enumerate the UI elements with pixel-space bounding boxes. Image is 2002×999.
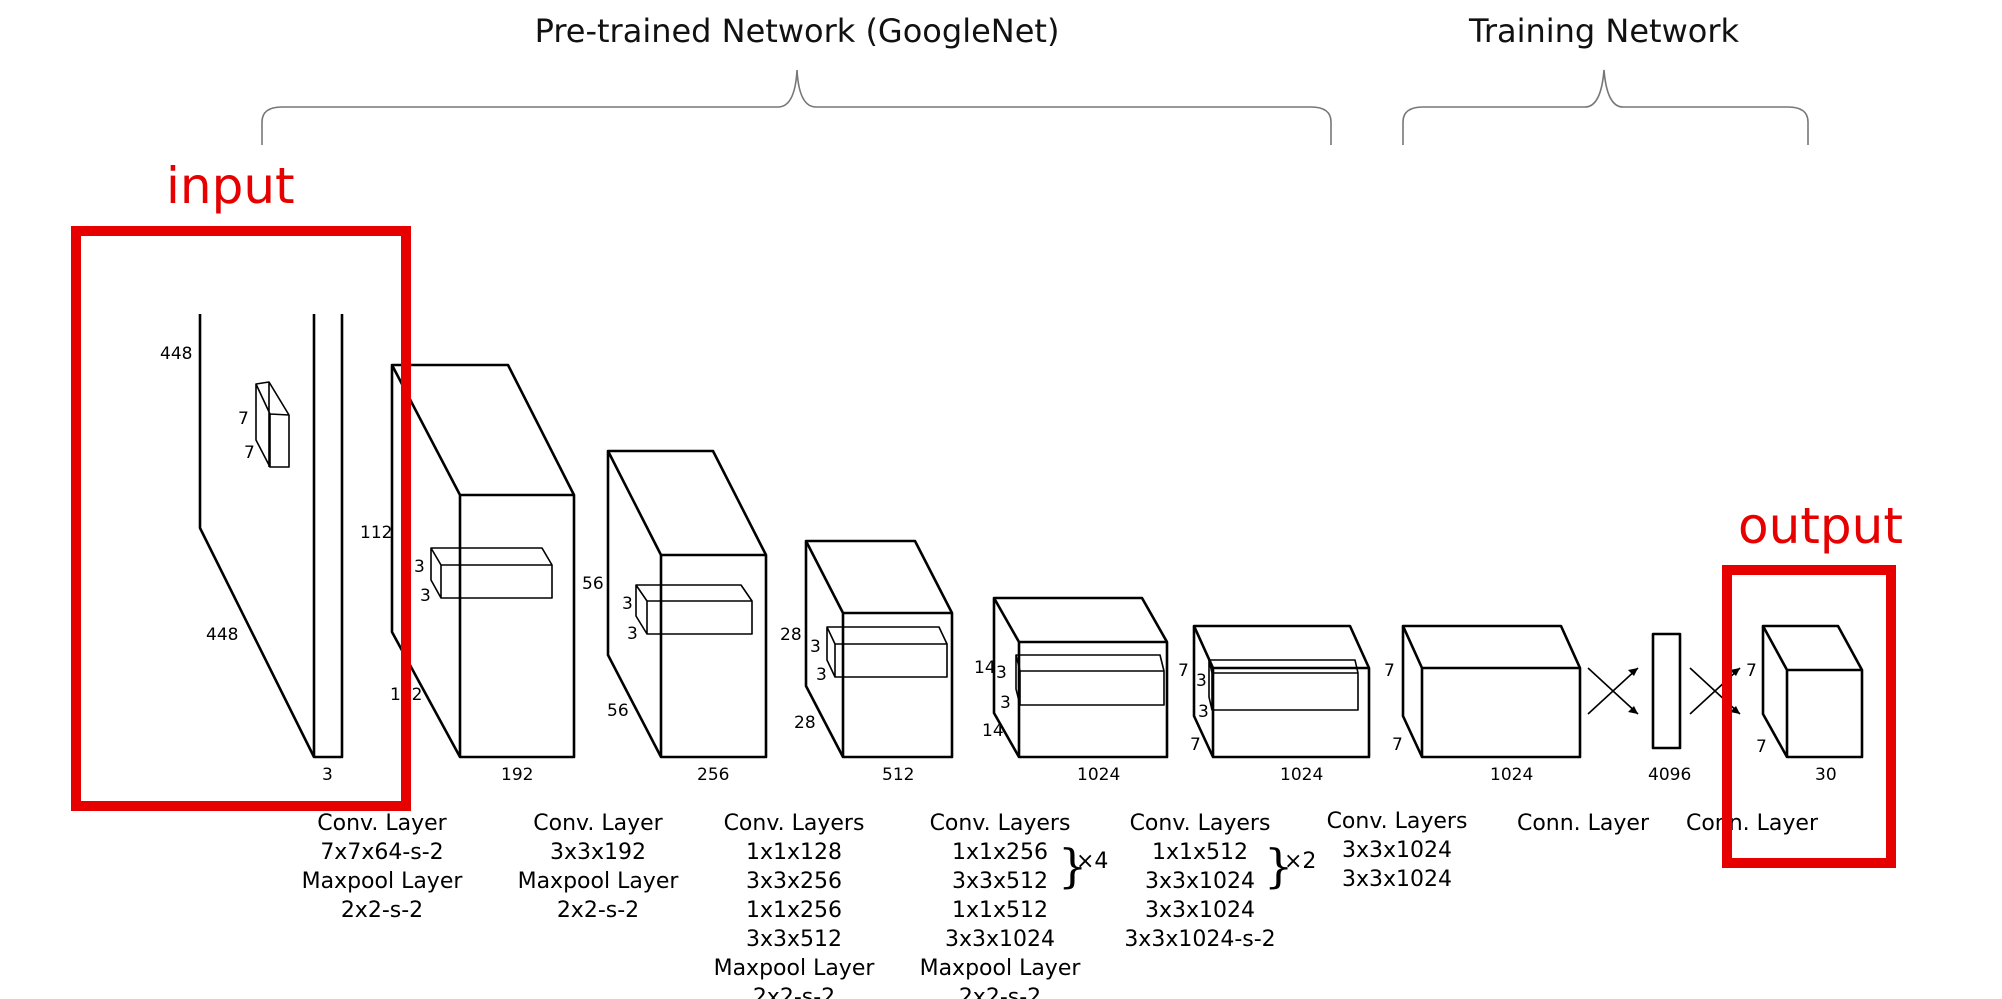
block6-height-label: 7 xyxy=(1178,661,1189,681)
block4-kernel-h-label: 3 xyxy=(810,637,821,657)
caption-block8: Conn. Layer xyxy=(1686,811,1819,836)
repeat-multiplier-x4: ×4 xyxy=(1076,849,1108,874)
block5-kernel-h-label: 3 xyxy=(996,663,1007,683)
block6-volume: 7 7 1024 3 3 xyxy=(1178,624,1371,785)
block5-kernel-w-label: 3 xyxy=(1000,693,1011,713)
block2-kernel-w-label: 3 xyxy=(420,586,431,606)
output-volume: 7 7 30 xyxy=(1746,624,1864,785)
block4-depth-label: 512 xyxy=(882,765,914,785)
caption-line: 3x3x256 xyxy=(746,869,842,894)
block7-depth-label: 1024 xyxy=(1490,765,1533,785)
block2-volume: 112 112 192 3 3 xyxy=(360,363,576,785)
caption-line: 3x3x1024 xyxy=(1342,838,1452,863)
caption-line: 3x3x1024 xyxy=(1145,898,1255,923)
caption-line: 1x1x512 xyxy=(952,898,1048,923)
block4-volume: 28 28 512 3 3 xyxy=(780,539,954,785)
block5-depth-label: 1024 xyxy=(1077,765,1120,785)
block3-depth-label: 256 xyxy=(697,765,729,785)
fc1-vector: 4096 xyxy=(1648,632,1691,785)
caption-line: 3x3x1024 xyxy=(1145,869,1255,894)
output-width-label: 7 xyxy=(1756,737,1767,757)
block5-volume: 14 14 1024 3 3 xyxy=(974,596,1169,785)
caption-line: 3x3x512 xyxy=(952,869,1048,894)
caption-line: 2x2-s-2 xyxy=(557,898,639,923)
caption-line: 1x1x512 xyxy=(1152,840,1248,865)
input-volume: 448 448 3 7 7 xyxy=(160,314,344,785)
caption-line: Conv. Layers xyxy=(1130,811,1271,836)
caption-block2: Conv. Layer 3x3x192 Maxpool Layer 2x2-s-… xyxy=(518,811,680,923)
block5-width-label: 14 xyxy=(982,721,1004,741)
caption-line: Conv. Layers xyxy=(1327,809,1468,834)
input-highlight-box xyxy=(71,226,411,811)
block7-volume: 7 7 1024 xyxy=(1384,624,1582,785)
caption-line: 2x2-s-2 xyxy=(753,985,835,999)
block6-kernel-w-label: 3 xyxy=(1198,702,1209,722)
caption-line: Conv. Layers xyxy=(930,811,1071,836)
training-network-header: Training Network xyxy=(1468,12,1740,50)
fc1-size-label: 4096 xyxy=(1648,765,1691,785)
caption-line: Maxpool Layer xyxy=(714,956,876,981)
caption-line: Conv. Layer xyxy=(533,811,663,836)
block3-width-label: 56 xyxy=(607,701,629,721)
block4-kernel-w-label: 3 xyxy=(816,665,827,685)
caption-line: 1x1x256 xyxy=(952,840,1048,865)
block3-kernel-h-label: 3 xyxy=(622,594,633,614)
caption-block6: Conv. Layers 3x3x1024 3x3x1024 xyxy=(1327,809,1468,892)
repeat-brace: } xyxy=(1058,839,1087,893)
input-width-label: 448 xyxy=(206,625,238,645)
block2-kernel-h-label: 3 xyxy=(414,557,425,577)
output-highlight-box xyxy=(1722,565,1896,868)
caption-line: Conn. Layer xyxy=(1517,811,1650,836)
caption-line: 2x2-s-2 xyxy=(341,898,423,923)
caption-line: Conn. Layer xyxy=(1686,811,1819,836)
repeat-multiplier-x2: ×2 xyxy=(1284,849,1316,874)
caption-line: 1x1x256 xyxy=(746,898,842,923)
output-height-label: 7 xyxy=(1746,661,1757,681)
input-depth-label: 3 xyxy=(322,765,333,785)
input-annotation: input xyxy=(166,157,295,215)
caption-line: 2x2-s-2 xyxy=(959,985,1041,999)
pretrained-brace xyxy=(261,69,1332,145)
block3-kernel-w-label: 3 xyxy=(627,624,638,644)
block6-kernel-h-label: 3 xyxy=(1196,671,1207,691)
block6-width-label: 7 xyxy=(1190,735,1201,755)
block5-height-label: 14 xyxy=(974,658,996,678)
block2-height-label: 112 xyxy=(360,523,392,543)
input-kernel-w-label: 7 xyxy=(244,443,255,463)
caption-line: 3x3x192 xyxy=(550,840,646,865)
caption-block4: Conv. Layers 1x1x256 3x3x512 1x1x512 3x3… xyxy=(920,811,1109,999)
caption-line: 1x1x128 xyxy=(746,840,842,865)
caption-line: Conv. Layer xyxy=(317,811,447,836)
caption-line: 3x3x1024-s-2 xyxy=(1124,927,1275,952)
block7-height-label: 7 xyxy=(1384,661,1395,681)
block3-height-label: 56 xyxy=(582,574,604,594)
caption-block3: Conv. Layers 1x1x128 3x3x256 1x1x256 3x3… xyxy=(714,811,876,999)
training-brace xyxy=(1402,69,1809,145)
caption-line: 7x7x64-s-2 xyxy=(320,840,443,865)
block2-depth-label: 192 xyxy=(501,765,533,785)
repeat-brace: } xyxy=(1264,839,1293,893)
block6-depth-label: 1024 xyxy=(1280,765,1323,785)
fc-connections xyxy=(1587,667,1741,715)
block4-height-label: 28 xyxy=(780,625,802,645)
caption-line: Maxpool Layer xyxy=(518,869,680,894)
caption-block5: Conv. Layers 1x1x512 3x3x1024 3x3x1024 3… xyxy=(1124,811,1316,952)
caption-line: Conv. Layers xyxy=(724,811,865,836)
caption-line: 3x3x512 xyxy=(746,927,842,952)
input-kernel-h-label: 7 xyxy=(238,409,249,429)
input-height-label: 448 xyxy=(160,344,192,364)
caption-line: Maxpool Layer xyxy=(920,956,1082,981)
caption-line: 3x3x1024 xyxy=(1342,867,1452,892)
output-depth-label: 30 xyxy=(1815,765,1837,785)
pretrained-network-header: Pre-trained Network (GoogleNet) xyxy=(535,12,1060,50)
caption-line: 3x3x1024 xyxy=(945,927,1055,952)
caption-block1: Conv. Layer 7x7x64-s-2 Maxpool Layer 2x2… xyxy=(302,811,464,923)
block4-width-label: 28 xyxy=(794,713,816,733)
block7-width-label: 7 xyxy=(1392,735,1403,755)
caption-line: Maxpool Layer xyxy=(302,869,464,894)
output-annotation: output xyxy=(1738,497,1903,555)
block3-volume: 56 56 256 3 3 xyxy=(582,449,768,785)
caption-block7: Conn. Layer xyxy=(1517,811,1650,836)
